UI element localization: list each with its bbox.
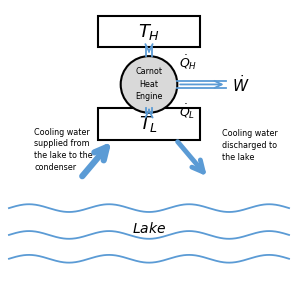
Circle shape bbox=[121, 56, 177, 113]
Text: $\dot{Q}_L$: $\dot{Q}_L$ bbox=[179, 103, 195, 121]
Text: Carnot
Heat
Engine: Carnot Heat Engine bbox=[135, 68, 163, 101]
Text: $\mathit{Lake}$: $\mathit{Lake}$ bbox=[132, 221, 166, 236]
Text: $T_H$: $T_H$ bbox=[138, 22, 160, 41]
Text: Cooling water
discharged to
the lake: Cooling water discharged to the lake bbox=[222, 129, 278, 162]
FancyBboxPatch shape bbox=[98, 16, 200, 47]
Text: Cooling water
supplied from
the lake to the
condenser: Cooling water supplied from the lake to … bbox=[34, 128, 93, 172]
Text: $\dot{W}$: $\dot{W}$ bbox=[232, 75, 250, 95]
FancyBboxPatch shape bbox=[98, 108, 200, 140]
Text: $T_L$: $T_L$ bbox=[139, 114, 159, 134]
Text: $\dot{Q}_H$: $\dot{Q}_H$ bbox=[179, 53, 197, 72]
